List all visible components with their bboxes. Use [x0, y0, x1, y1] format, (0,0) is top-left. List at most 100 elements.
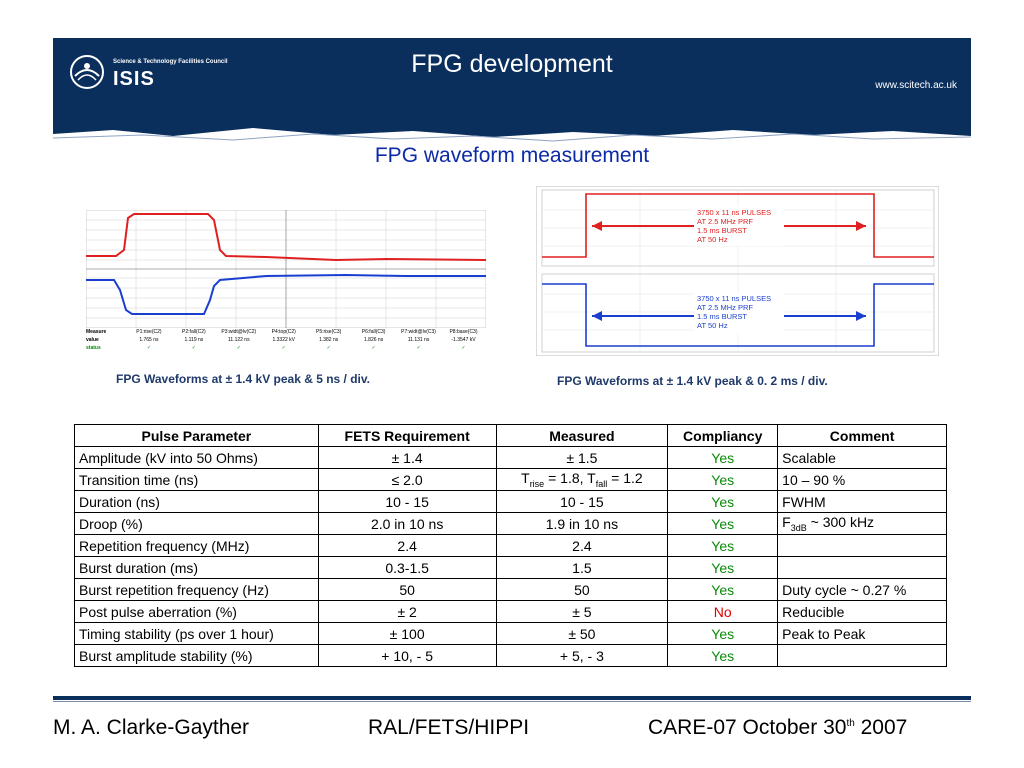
measurement-cell: P7:widt@lv(C3)	[401, 329, 436, 335]
table-cell: Yes	[667, 512, 779, 535]
footer-rule-thin	[53, 701, 971, 702]
measurement-cell: ✓	[281, 345, 286, 351]
measurement-value-row: value 1.765 ns 1.119 ns 11.122 ns 1.3322 kV 1…	[86, 336, 486, 344]
measurement-status-row: status ✓ ✓ ✓ ✓ ✓ ✓ ✓ ✓	[86, 344, 486, 352]
table-cell: 50	[495, 578, 669, 601]
measurement-cell: 1.3322 kV	[272, 337, 295, 343]
table-cell: ± 2	[317, 600, 497, 623]
table-row: Burst amplitude stability (%) + 10, - 5 + …	[74, 644, 947, 667]
table-cell	[777, 644, 947, 667]
measurement-cell: P3:widt@lv(C2)	[221, 329, 257, 335]
table-cell: ± 50	[495, 622, 669, 645]
red-pulse-trace	[86, 213, 486, 262]
table-cell: Timing stability (ps over 1 hour)	[74, 622, 319, 645]
table-cell: ≤ 2.0	[317, 468, 497, 491]
table-cell: Yes	[667, 446, 779, 469]
table-cell: ± 5	[495, 600, 669, 623]
svg-text:AT 50 Hz: AT 50 Hz	[697, 235, 728, 244]
measurement-cell: status	[86, 345, 101, 351]
table-cell: 2.0 in 10 ns	[317, 512, 497, 535]
measurement-cell: P2:fall(C2)	[182, 329, 206, 335]
stfc-emblem-icon	[70, 55, 104, 89]
table-cell	[777, 556, 947, 579]
table-cell: Yes	[667, 578, 779, 601]
table-cell: F3dB ~ 300 kHz	[777, 512, 947, 535]
measurement-cell: ✓	[371, 345, 376, 351]
blue-burst-trace	[542, 283, 934, 347]
table-row: Droop (%) 2.0 in 10 ns 1.9 in 10 ns Yes F3dB…	[74, 512, 947, 535]
table-cell: No	[667, 600, 779, 623]
table-cell: Peak to Peak	[777, 622, 947, 645]
table-row: Post pulse aberration (%) ± 2 ± 5 No Reducib…	[74, 600, 947, 623]
table-cell: ± 1.4	[317, 446, 497, 469]
table-cell: Yes	[667, 556, 779, 579]
red-burst-trace	[542, 193, 934, 258]
measurement-cell: P1:rise(C2)	[136, 329, 162, 335]
svg-text:1.5 ms BURST: 1.5 ms BURST	[697, 312, 747, 321]
table-cell: Yes	[667, 490, 779, 513]
table-cell: 1.5	[495, 556, 669, 579]
scope-measurement-table: Measure P1:rise(C2) P2:fall(C2) P3:widt@lv(…	[86, 328, 486, 352]
isis-logo: Science & Technology Facilities Council …	[69, 54, 269, 94]
svg-text:1.5 ms BURST: 1.5 ms BURST	[697, 226, 747, 235]
table-cell: Amplitude (kV into 50 Ohms)	[74, 446, 319, 469]
measurement-cell: 1.119 ns	[184, 337, 204, 343]
measurement-cell: 11.131 ns	[407, 337, 430, 343]
measurement-cell: ✓	[326, 345, 331, 351]
column-header: Measured	[495, 424, 669, 447]
table-cell: Transition time (ns)	[74, 468, 319, 491]
svg-text:AT 2.5 MHz PRF: AT 2.5 MHz PRF	[697, 303, 753, 312]
table-cell: Droop (%)	[74, 512, 319, 535]
measurement-cell: ✓	[461, 345, 466, 351]
table-cell: 10 - 15	[495, 490, 669, 513]
table-cell: Repetition frequency (MHz)	[74, 534, 319, 557]
measurement-cell: 1.826 ns	[364, 337, 384, 343]
measurement-cell: P4:top(C2)	[271, 329, 296, 335]
pulse-parameter-table: Pulse Parameter FETS Requirement Measure…	[74, 424, 947, 667]
table-cell: Yes	[667, 644, 779, 667]
measurement-cell: ✓	[146, 345, 152, 351]
column-header: Pulse Parameter	[74, 424, 319, 447]
red-annotation: 3750 x 11 ns PULSES AT 2.5 MHz PRF 1.5 m…	[694, 206, 784, 246]
measurement-header-row: Measure P1:rise(C2) P2:fall(C2) P3:widt@lv(…	[86, 328, 486, 336]
footer-event: CARE-07 October 30th 2007	[648, 716, 908, 739]
table-row: Transition time (ns) ≤ 2.0 Trise = 1.8, Tf…	[74, 468, 947, 491]
table-cell: ± 100	[317, 622, 497, 645]
blue-pulse-trace	[86, 273, 486, 315]
table-cell: Yes	[667, 534, 779, 557]
table-cell: ± 1.5	[495, 446, 669, 469]
scope-right: 3750 x 11 ns PULSES AT 2.5 MHz PRF 1.5 m…	[536, 186, 939, 356]
measurement-cell: ✓	[416, 345, 421, 351]
caption-left: FPG Waveforms at ± 1.4 kV peak & 5 ns / …	[116, 372, 371, 386]
caption-right: FPG Waveforms at ± 1.4 kV peak & 0. 2 ms…	[557, 374, 828, 388]
svg-text:AT 2.5 MHz PRF: AT 2.5 MHz PRF	[697, 217, 753, 226]
column-header: Comment	[777, 424, 947, 447]
table-cell: 10 – 90 %	[777, 468, 947, 491]
table-row: Duration (ns) 10 - 15 10 - 15 Yes FWHM	[74, 490, 947, 513]
table-row: Burst duration (ms) 0.3-1.5 1.5 Yes	[74, 556, 947, 579]
table-row: Repetition frequency (MHz) 2.4 2.4 Yes	[74, 534, 947, 557]
table-cell: FWHM	[777, 490, 947, 513]
table-cell: 10 - 15	[317, 490, 497, 513]
measurement-cell: value	[86, 337, 99, 343]
measurement-cell: P5:rise(C3)	[316, 329, 342, 335]
table-row: Burst repetition frequency (Hz) 50 50 Yes Du…	[74, 578, 947, 601]
table-cell: Yes	[667, 468, 779, 491]
measurement-cell: ✓	[236, 345, 241, 351]
svg-text:3750 x 11 ns PULSES: 3750 x 11 ns PULSES	[697, 294, 771, 303]
slide-subtitle: FPG waveform measurement	[374, 144, 650, 167]
scope-left-traces	[86, 210, 486, 328]
table-cell: Duration (ns)	[74, 490, 319, 513]
banner-decoration	[53, 128, 971, 146]
site-url: www.scitech.ac.uk	[875, 80, 957, 91]
blue-annotation: 3750 x 11 ns PULSES AT 2.5 MHz PRF 1.5 m…	[694, 292, 784, 334]
header-banner: Science & Technology Facilities Council …	[53, 38, 971, 146]
table-cell: Post pulse aberration (%)	[74, 600, 319, 623]
column-header: Compliancy	[667, 424, 779, 447]
scope-right-traces: 3750 x 11 ns PULSES AT 2.5 MHz PRF 1.5 m…	[536, 186, 939, 356]
table-header-row: Pulse Parameter FETS Requirement Measure…	[74, 424, 947, 447]
table-cell: Scalable	[777, 446, 947, 469]
table-cell: 2.4	[317, 534, 497, 557]
measurement-cell: 1.382 ns	[319, 337, 339, 343]
slide-title: FPG development	[411, 50, 613, 78]
